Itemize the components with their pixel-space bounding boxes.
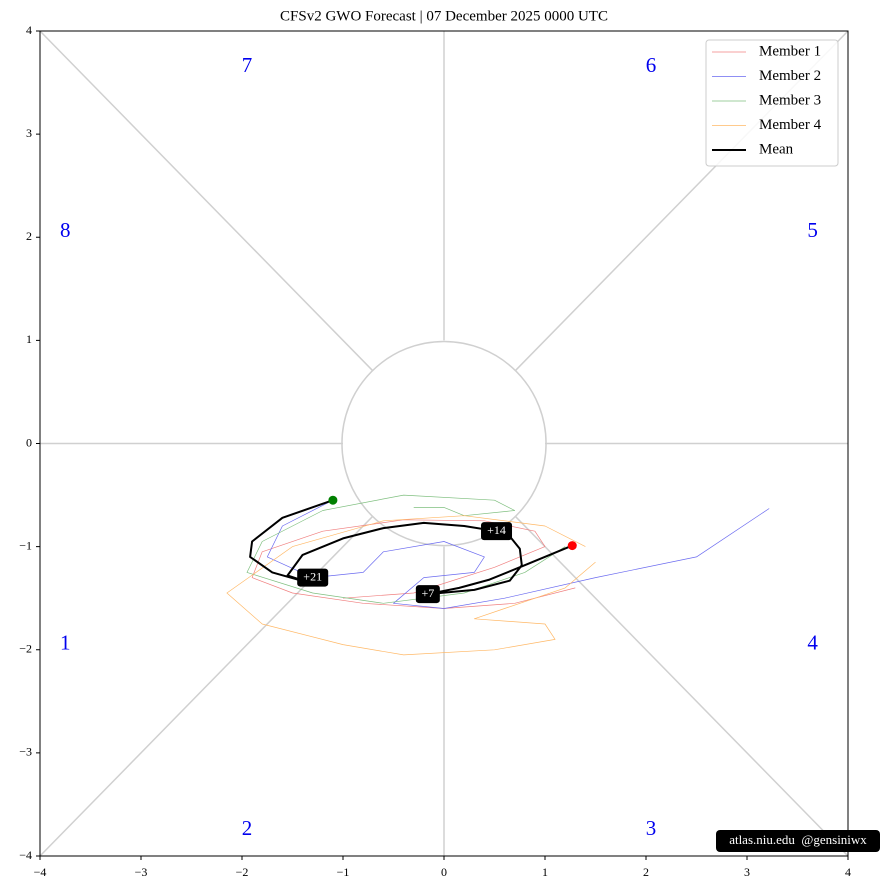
legend-label: Member 3 (759, 92, 821, 108)
phase-label: 7 (242, 53, 253, 77)
watermark-text: atlas.niu.edu @gensiniwx (729, 832, 867, 847)
x-tick-label: −2 (236, 865, 249, 879)
phase-label: 2 (242, 816, 253, 840)
y-tick-label: 2 (26, 229, 32, 243)
trajectory (246, 494, 566, 604)
y-tick-label: −1 (19, 538, 32, 552)
annotation-box (481, 522, 513, 541)
x-tick-label: 4 (845, 865, 851, 879)
y-tick-label: −3 (19, 745, 32, 759)
y-tick-label: 4 (26, 23, 32, 37)
watermark-box (716, 830, 880, 852)
phase-label: 6 (646, 53, 657, 77)
annotation: +7 (415, 585, 440, 604)
annotation-box (415, 585, 440, 604)
x-tick-label: 0 (441, 865, 447, 879)
annotation-label: +21 (303, 569, 322, 583)
end-point (328, 495, 338, 505)
annotation: +21 (297, 568, 329, 587)
phase-label: 4 (807, 630, 818, 654)
phase-divider (39, 30, 374, 372)
phase-label: 5 (807, 218, 818, 242)
x-tick-label: −3 (135, 865, 148, 879)
legend-label: Member 2 (759, 68, 821, 84)
y-tick-label: 1 (26, 332, 32, 346)
y-tick-label: −2 (19, 642, 32, 656)
phase-label: 1 (60, 630, 71, 654)
x-tick-label: −4 (34, 865, 47, 879)
phase-label: 3 (646, 816, 657, 840)
watermark: atlas.niu.edu @gensiniwx (716, 830, 880, 852)
y-tick-label: 3 (26, 126, 32, 140)
phase-divider (514, 515, 849, 857)
legend: Member 1 Member 2 Member 3 Member 4 Mean (705, 39, 839, 167)
x-tick-label: 1 (542, 865, 548, 879)
annotation-label: +7 (421, 586, 434, 600)
y-tick-label: 0 (26, 435, 32, 449)
y-tick-label: −4 (19, 848, 32, 862)
x-tick-label: 3 (744, 865, 750, 879)
x-tick-label: −1 (337, 865, 350, 879)
annotation-box (297, 568, 329, 587)
legend-label: Mean (759, 141, 794, 157)
legend-frame (705, 39, 839, 167)
chart-title: CFSv2 GWO Forecast | 07 December 2025 00… (280, 8, 608, 24)
trajectory (266, 499, 770, 609)
legend-label: Member 4 (759, 117, 822, 133)
legend-label: Member 1 (759, 43, 821, 59)
trajectory (251, 519, 576, 609)
phase-label: 8 (60, 218, 71, 242)
annotation: +14 (481, 522, 513, 541)
annotation-label: +14 (487, 523, 506, 537)
trajectory (226, 515, 596, 656)
x-tick-label: 2 (643, 865, 649, 879)
start-point (567, 541, 577, 551)
